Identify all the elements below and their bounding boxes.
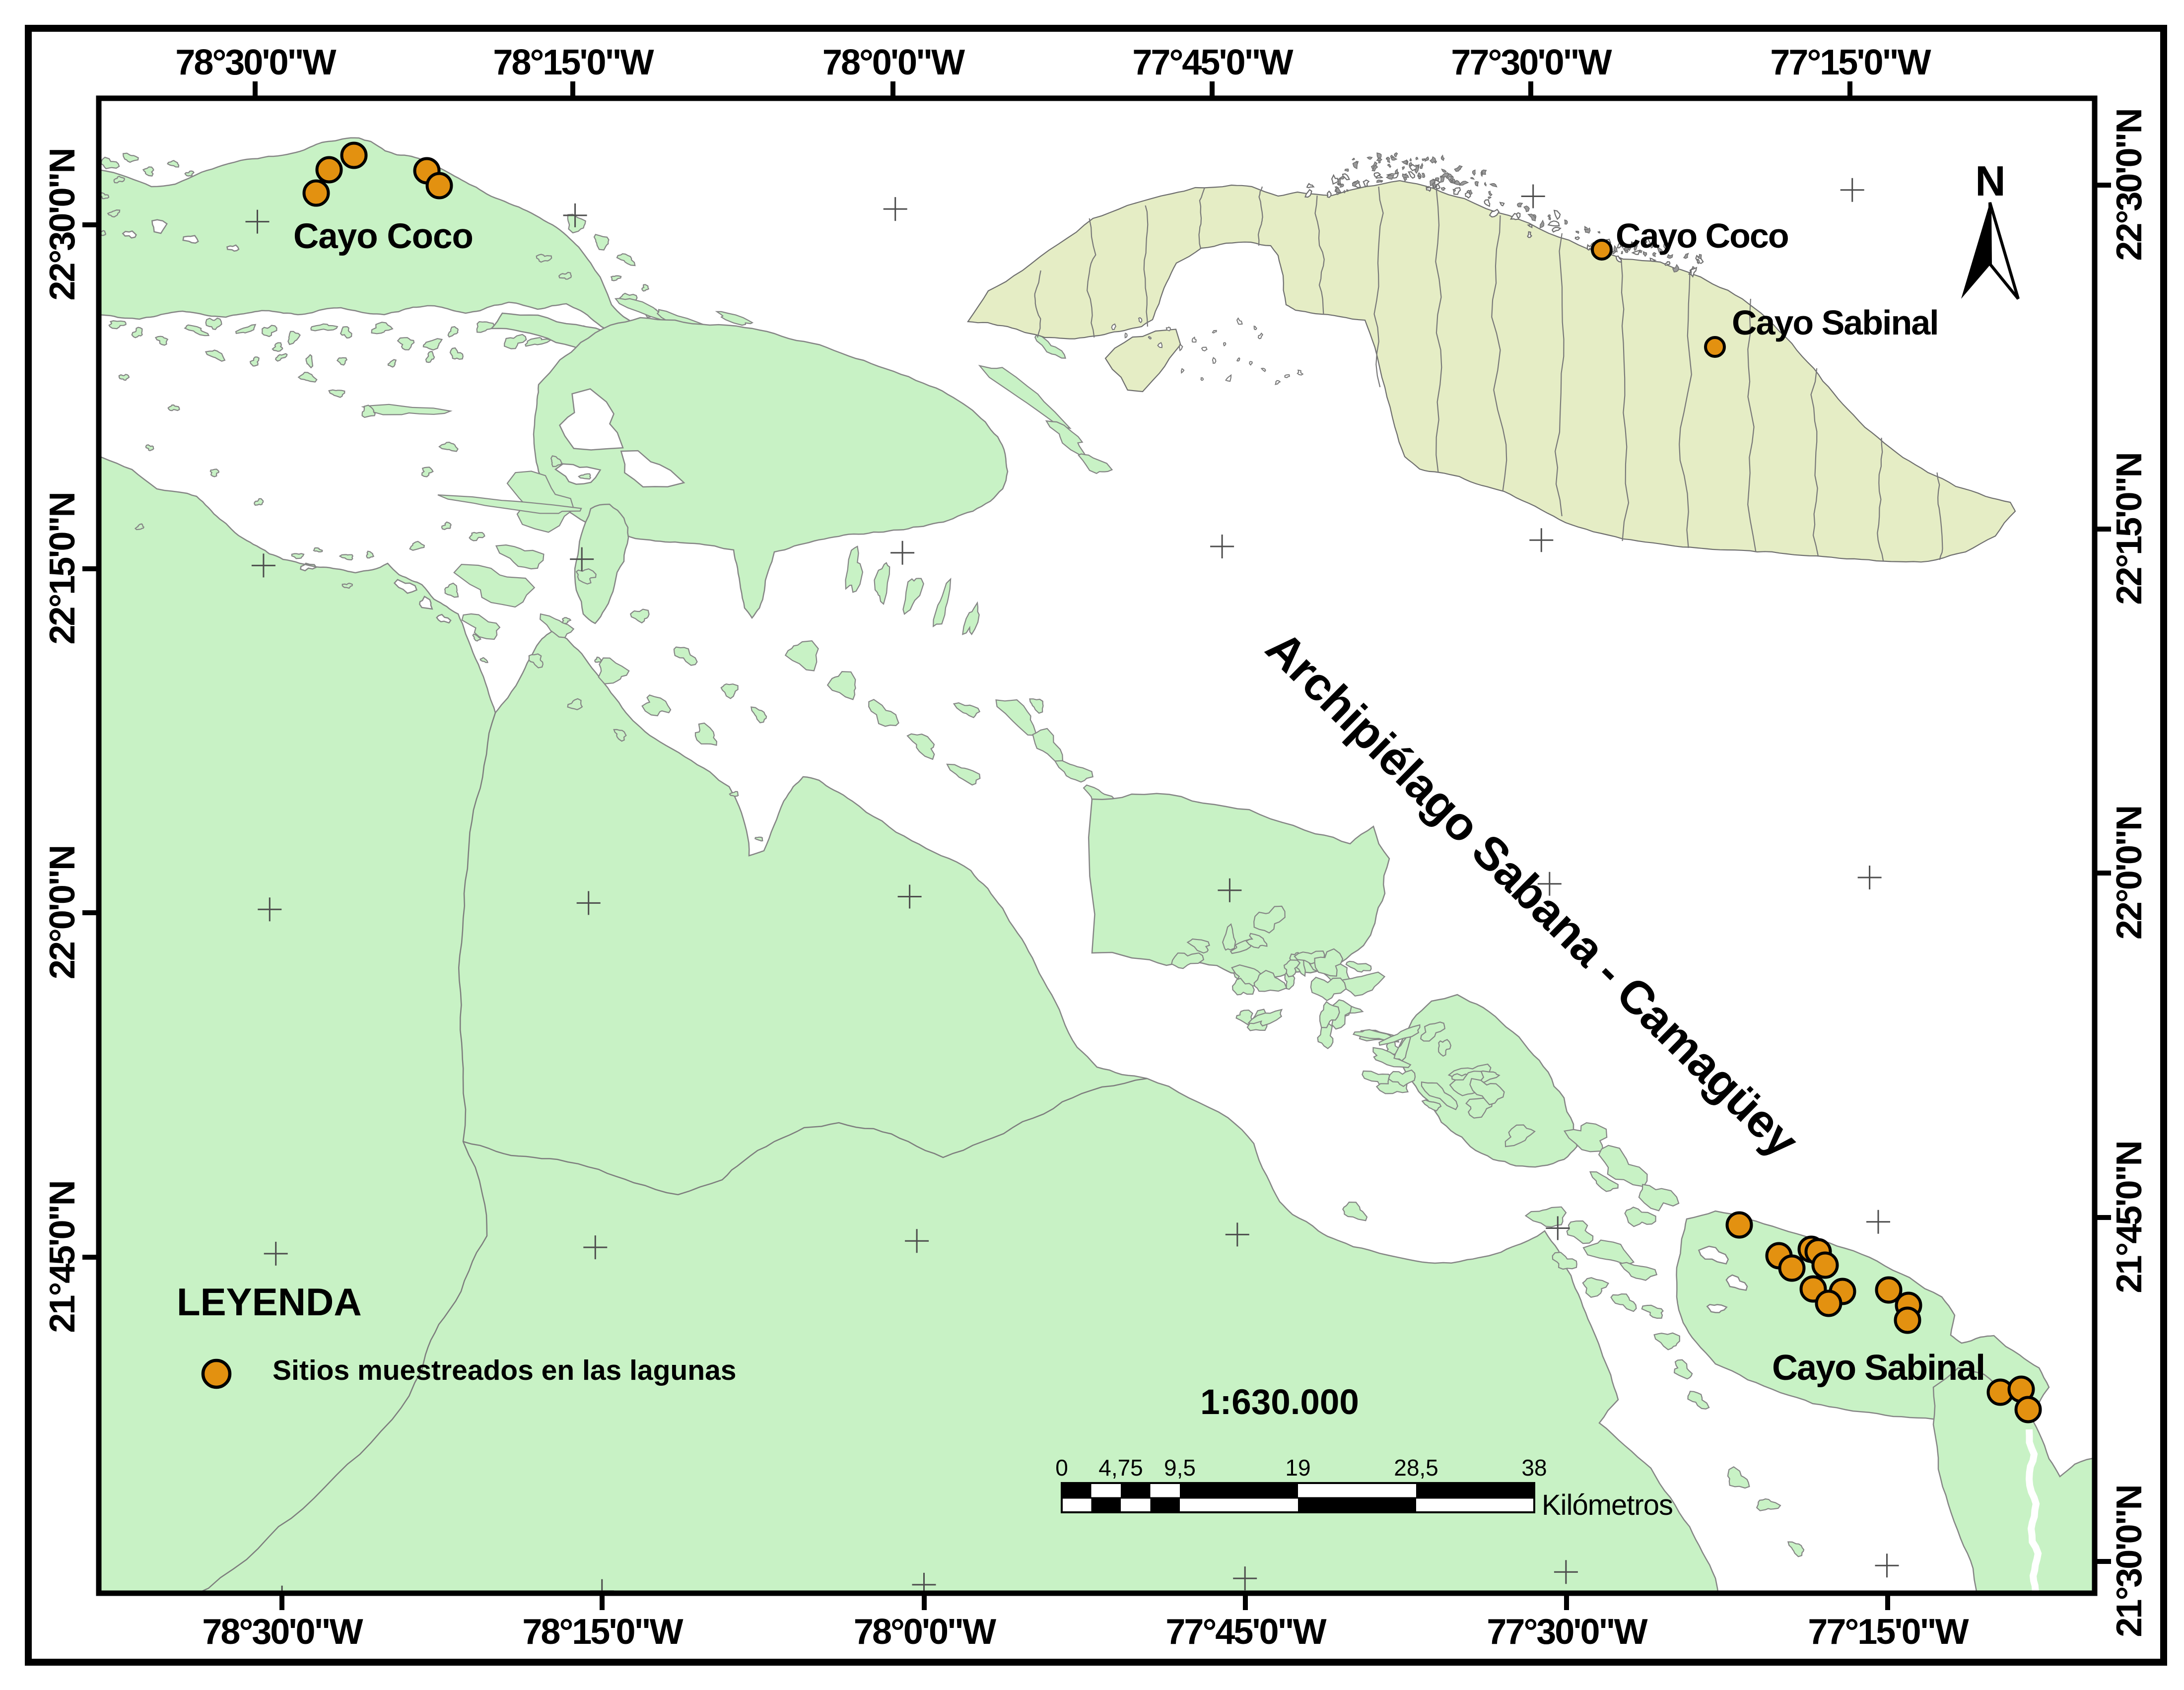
svg-text:Cayo Coco: Cayo Coco <box>293 217 473 256</box>
svg-text:22°30'0"N: 22°30'0"N <box>43 149 82 300</box>
svg-text:22°30'0"N: 22°30'0"N <box>2110 109 2149 261</box>
svg-text:Sitios muestreados en las lagu: Sitios muestreados en las lagunas <box>273 1354 737 1386</box>
svg-text:21°45'0"N: 21°45'0"N <box>2110 1142 2149 1293</box>
svg-text:Kilómetros: Kilómetros <box>1542 1489 1673 1521</box>
svg-text:38: 38 <box>1521 1455 1547 1481</box>
svg-text:77°30'0"W: 77°30'0"W <box>1451 43 1612 82</box>
svg-text:N: N <box>1975 158 2005 205</box>
svg-text:78°15'0"W: 78°15'0"W <box>522 1612 683 1652</box>
svg-text:Cayo Coco: Cayo Coco <box>1616 216 1788 255</box>
svg-text:77°45'0"W: 77°45'0"W <box>1165 1612 1326 1652</box>
svg-text:28,5: 28,5 <box>1394 1455 1438 1481</box>
svg-text:21°45'0"N: 21°45'0"N <box>43 1181 82 1333</box>
svg-text:Cayo Sabinal: Cayo Sabinal <box>1772 1348 1984 1388</box>
svg-text:0: 0 <box>1055 1455 1068 1481</box>
svg-text:78°30'0"W: 78°30'0"W <box>175 43 336 82</box>
svg-text:22°0'0"N: 22°0'0"N <box>43 846 82 979</box>
svg-text:77°15'0"W: 77°15'0"W <box>1808 1612 1969 1652</box>
svg-text:77°15'0"W: 77°15'0"W <box>1770 43 1931 82</box>
svg-text:22°0'0"N: 22°0'0"N <box>2110 807 2149 940</box>
svg-text:78°30'0"W: 78°30'0"W <box>202 1612 363 1652</box>
svg-text:1:630.000: 1:630.000 <box>1200 1383 1359 1422</box>
svg-text:21°30'0"N: 21°30'0"N <box>2110 1486 2149 1637</box>
svg-text:9,5: 9,5 <box>1164 1455 1196 1481</box>
svg-text:78°15'0"W: 78°15'0"W <box>493 43 654 82</box>
svg-text:19: 19 <box>1285 1455 1310 1481</box>
svg-text:77°45'0"W: 77°45'0"W <box>1132 43 1293 82</box>
svg-text:22°15'0"N: 22°15'0"N <box>43 493 82 644</box>
svg-text:LEYENDA: LEYENDA <box>177 1280 362 1324</box>
svg-text:78°0'0"W: 78°0'0"W <box>822 43 965 82</box>
svg-text:Cayo Sabinal: Cayo Sabinal <box>1732 303 1938 342</box>
svg-text:4,75: 4,75 <box>1098 1455 1143 1481</box>
svg-text:22°15'0"N: 22°15'0"N <box>2110 453 2149 605</box>
svg-text:78°0'0"W: 78°0'0"W <box>854 1612 996 1652</box>
svg-text:77°30'0"W: 77°30'0"W <box>1487 1612 1647 1652</box>
